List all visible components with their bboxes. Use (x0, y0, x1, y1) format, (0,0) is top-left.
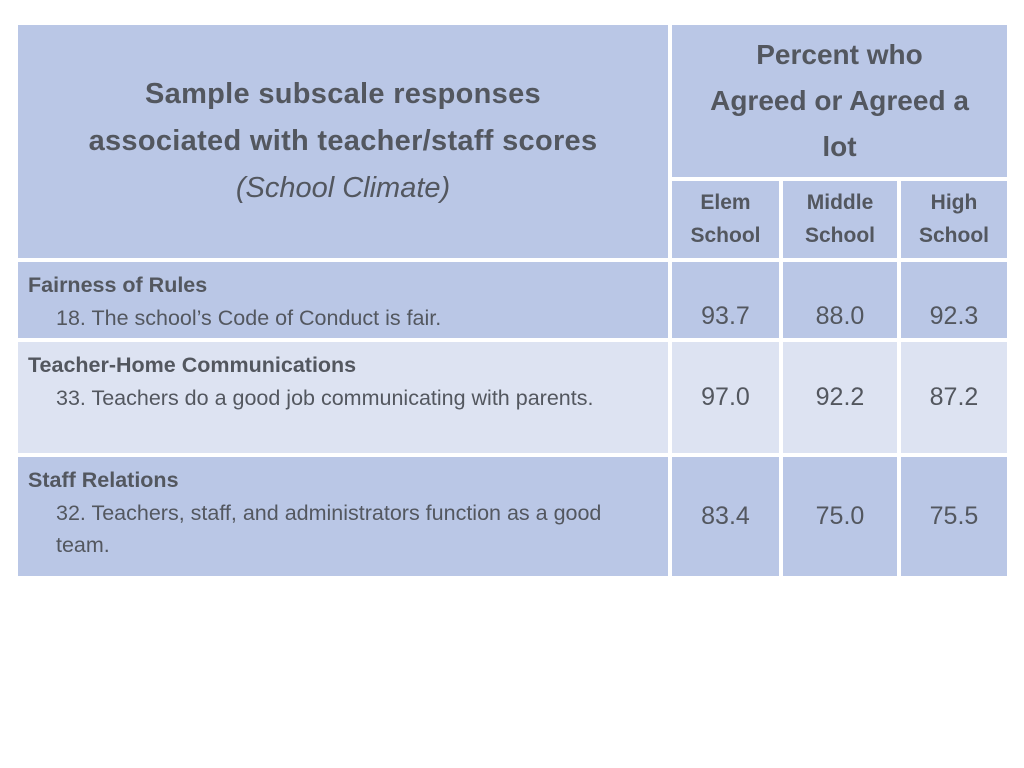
row-category: Teacher-Home Communications (28, 353, 357, 377)
table-title-cell: Sample subscale responses associated wit… (18, 25, 668, 258)
value-staff-relations-high: 75.5 (901, 457, 1007, 576)
row-item: 18. The school’s Code of Conduct is fair… (56, 305, 442, 330)
column-header-high-school: High School (901, 181, 1007, 258)
percent-header-label: Percent who Agreed or Agreed a lot (710, 38, 969, 163)
row-category: Fairness of Rules (28, 273, 208, 297)
value-fairness-high: 92.3 (901, 262, 1007, 338)
row-staff-relations: Staff Relations 32. Teachers, staff, and… (18, 457, 668, 576)
value-staff-relations-elem: 83.4 (672, 457, 779, 576)
table-title-line-1: Sample subscale responses (145, 78, 541, 111)
row-item: 33. Teachers do a good job communicating… (56, 385, 594, 410)
row-item: 32. Teachers, staff, and administrators … (56, 500, 602, 558)
column-header-elem-school: Elem School (672, 181, 779, 258)
value-fairness-elem: 93.7 (672, 262, 779, 338)
row-fairness-of-rules: Fairness of Rules 18. The school’s Code … (18, 262, 668, 338)
table-title-line-2: associated with teacher/staff scores (88, 125, 598, 158)
table-title-subtitle: (School Climate) (235, 172, 451, 205)
percent-header-cell: Percent who Agreed or Agreed a lot (672, 25, 1007, 177)
row-teacher-home-communications: Teacher-Home Communications 33. Teachers… (18, 342, 668, 453)
scores-table: Sample subscale responses associated wit… (18, 25, 1007, 576)
value-staff-relations-middle: 75.0 (783, 457, 897, 576)
value-fairness-middle: 88.0 (783, 262, 897, 338)
column-header-middle-school: Middle School (783, 181, 897, 258)
value-teacher-home-high: 87.2 (901, 342, 1007, 453)
value-teacher-home-middle: 92.2 (783, 342, 897, 453)
value-teacher-home-elem: 97.0 (672, 342, 779, 453)
row-category: Staff Relations (28, 468, 179, 492)
